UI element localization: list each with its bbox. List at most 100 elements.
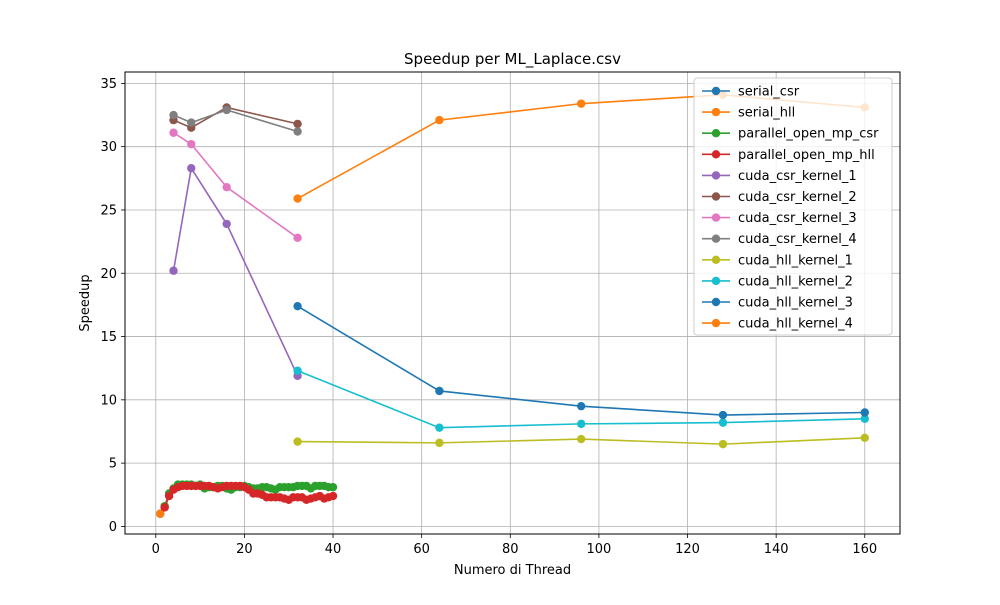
data-point-cuda_csr_kernel_2	[293, 119, 302, 129]
data-point-cuda_hll_kernel_2	[860, 414, 869, 424]
data-point-cuda_hll_kernel_2	[718, 418, 728, 427]
legend-label: cuda_hll_kernel_4	[738, 317, 853, 332]
plot-frame	[124, 71, 901, 535]
series-line-cuda_csr_kernel_3	[173, 132, 299, 239]
data-point-cuda_csr_kernel_4	[169, 110, 178, 120]
series-cuda_csr_kernel_4	[169, 105, 302, 136]
data-point-cuda_hll_kernel_4	[293, 194, 302, 203]
data-point-cuda_csr_kernel_3	[293, 233, 302, 243]
data-point-cuda_csr_kernel_3	[222, 182, 231, 192]
data-point-cuda_hll_kernel_1	[435, 438, 444, 448]
data-point-cuda_hll_kernel_2	[293, 366, 302, 375]
y-tick-label: 20	[100, 267, 117, 282]
data-point-cuda_csr_kernel_1	[169, 266, 178, 275]
legend-swatch-marker	[711, 318, 721, 328]
data-point-cuda_hll_kernel_2	[576, 419, 586, 429]
legend-label: cuda_hll_kernel_3	[738, 296, 853, 311]
legend-item: cuda_hll_kernel_4	[702, 317, 853, 332]
x-tick-label: 120	[675, 542, 700, 557]
x-tick-label: 60	[413, 542, 430, 557]
legend-label: cuda_csr_kernel_3	[738, 211, 857, 226]
legend-swatch-marker	[711, 213, 721, 222]
legend-swatch-marker	[711, 171, 721, 180]
data-point-cuda_hll_kernel_3	[860, 408, 869, 417]
data-point-cuda_hll_kernel_4	[576, 99, 586, 108]
data-point-cuda_csr_kernel_4	[187, 118, 196, 127]
y-tick-label: 30	[100, 140, 117, 155]
data-point-cuda_hll_kernel_1	[860, 433, 869, 443]
y-axis-title: Speedup	[78, 274, 93, 331]
data-point-cuda_csr_kernel_4	[222, 105, 231, 115]
y-tick-label: 10	[100, 393, 117, 408]
legend-swatch-marker	[711, 107, 721, 117]
x-tick-label: 100	[586, 542, 611, 557]
x-tick-label: 20	[236, 542, 253, 557]
x-tick-label: 40	[325, 542, 342, 557]
x-tick-label: 80	[502, 542, 519, 557]
series-line-cuda_csr_kernel_1	[172, 166, 299, 377]
legend-item: cuda_csr_kernel_4	[702, 232, 857, 247]
legend-box	[693, 77, 893, 336]
data-point-cuda_csr_kernel_3	[187, 139, 196, 149]
series-cuda_hll_kernel_1	[293, 433, 869, 449]
legend-item: serial_csr	[702, 85, 800, 100]
x-tick-label: 160	[852, 542, 877, 557]
data-point-cuda_hll_kernel_4	[435, 115, 444, 125]
legend-label: cuda_csr_kernel_4	[738, 232, 857, 247]
y-tick-label: 25	[100, 203, 117, 218]
legend-swatch-marker	[711, 86, 721, 96]
y-tick-label: 0	[109, 520, 117, 535]
series-line-cuda_csr_kernel_4	[173, 109, 298, 133]
legend-label: serial_csr	[738, 85, 800, 100]
data-point-cuda_csr_kernel_1	[187, 163, 196, 173]
legend: serial_csr serial_hll parallel_open_mp_csr…	[693, 77, 893, 336]
legend-swatch-marker	[711, 234, 721, 243]
legend-swatch-marker	[711, 255, 721, 264]
data-point-cuda_hll_kernel_3	[435, 386, 444, 396]
data-point-cuda_hll_kernel_3	[293, 301, 302, 311]
series-cuda_hll_kernel_2	[293, 366, 869, 432]
legend-item: parallel_open_mp_hll	[702, 148, 875, 163]
legend-swatch-marker	[711, 276, 721, 286]
legend-item: cuda_hll_kernel_1	[702, 253, 853, 268]
legend-item: cuda_csr_kernel_1	[702, 169, 857, 184]
series-line-cuda_csr_kernel_2	[173, 106, 298, 129]
legend-swatch-marker	[711, 192, 721, 201]
y-tick-label: 35	[100, 77, 117, 92]
x-tick-label: 0	[152, 542, 160, 557]
legend-item: cuda_csr_kernel_2	[702, 190, 857, 205]
y-tick-label: 15	[100, 330, 117, 345]
data-point-cuda_hll_kernel_1	[293, 437, 302, 446]
legend-label: parallel_open_mp_hll	[738, 148, 875, 163]
legend-label: cuda_hll_kernel_1	[738, 253, 853, 268]
legend-item: cuda_csr_kernel_3	[702, 211, 857, 226]
data-point-parallel_open_mp_csr	[328, 482, 338, 492]
y-tick-label: 5	[109, 457, 117, 472]
data-point-serial_hll	[156, 509, 165, 518]
data-point-parallel_open_mp_hll	[328, 491, 338, 501]
data-point-cuda_csr_kernel_3	[169, 128, 178, 137]
legend-label: cuda_hll_kernel_2	[738, 274, 853, 289]
legend-item: serial_hll	[702, 106, 795, 121]
legend-item: cuda_hll_kernel_3	[702, 296, 853, 311]
ticks-layer: 0 20 40 60 80 100 120 140 160 0 5 10 15 20 25 30 35	[100, 77, 877, 557]
series-parallel_open_mp_hll	[160, 481, 338, 512]
data-point-cuda_csr_kernel_4	[293, 127, 302, 136]
data-point-cuda_hll_kernel_1	[718, 439, 728, 449]
legend-label: cuda_csr_kernel_2	[738, 190, 857, 205]
legend-label: cuda_csr_kernel_1	[738, 169, 857, 184]
series-serial_hll	[156, 509, 165, 518]
legend-item: cuda_hll_kernel_2	[702, 274, 853, 289]
series-cuda_csr_kernel_3	[169, 128, 302, 243]
legend-label: parallel_open_mp_csr	[738, 127, 879, 142]
data-point-cuda_csr_kernel_1	[222, 219, 231, 229]
data-point-cuda_hll_kernel_2	[435, 423, 444, 432]
legend-swatch-marker	[711, 297, 721, 307]
data-point-cuda_hll_kernel_1	[576, 434, 586, 444]
data-point-parallel_open_mp_hll	[160, 503, 169, 512]
data-point-cuda_hll_kernel_3	[718, 410, 728, 420]
legend-item: parallel_open_mp_csr	[702, 127, 879, 142]
data-point-cuda_hll_kernel_3	[576, 401, 586, 411]
